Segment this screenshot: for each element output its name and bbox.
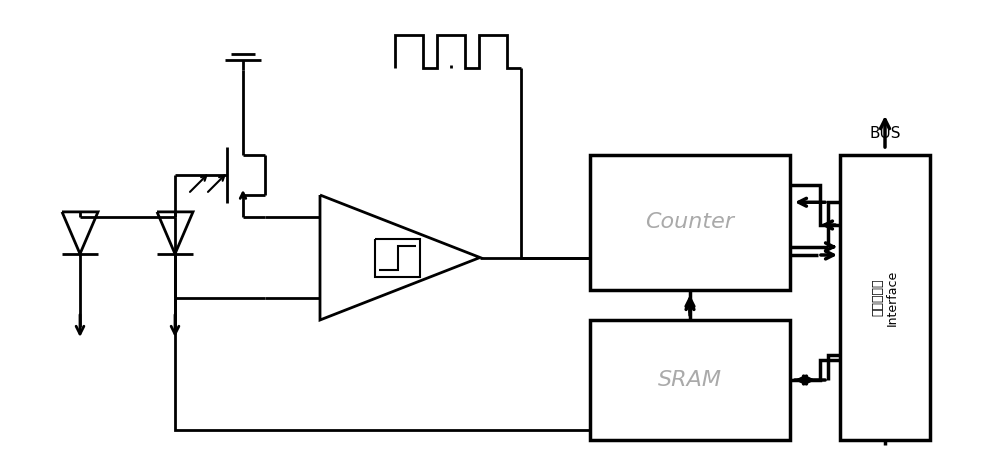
Bar xyxy=(840,155,930,440)
Text: SRAM: SRAM xyxy=(658,370,722,390)
Text: Counter: Counter xyxy=(646,212,734,233)
Bar xyxy=(590,155,790,290)
Text: BUS: BUS xyxy=(869,125,901,141)
Bar xyxy=(590,320,790,440)
Text: 移位寄存器
Interface: 移位寄存器 Interface xyxy=(871,269,899,326)
